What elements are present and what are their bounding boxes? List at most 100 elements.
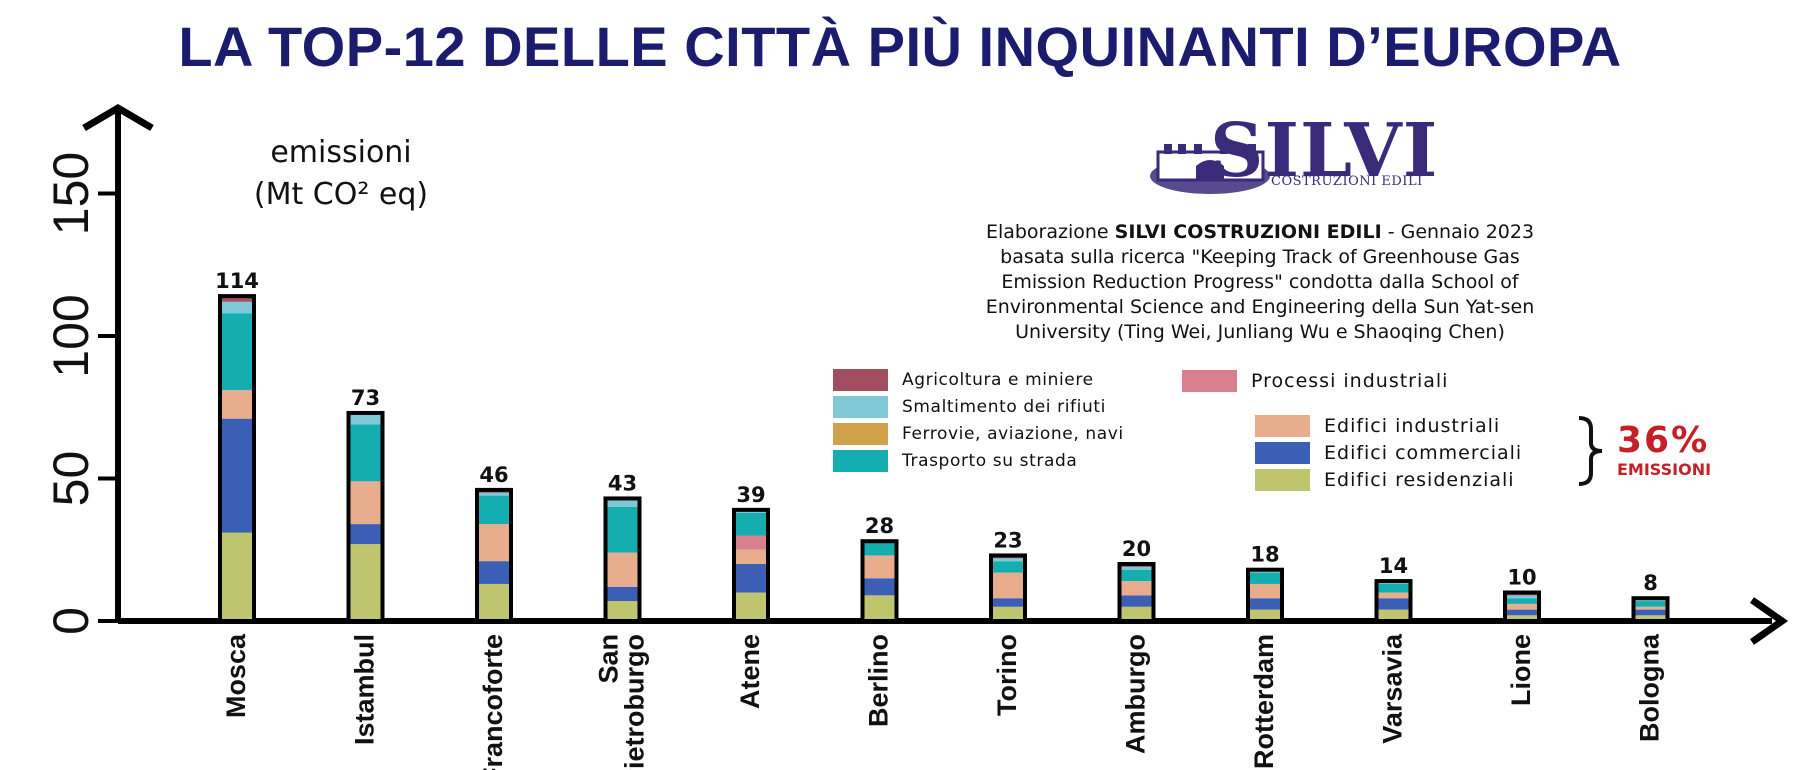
bar-total-label: 8 (1643, 571, 1658, 595)
bar-total-label: 43 (608, 471, 637, 495)
bar-bologna (1631, 596, 1670, 624)
bar-torino (989, 553, 1027, 624)
bar-segment (1376, 609, 1411, 621)
bar-segment (348, 544, 383, 621)
y-axis-label-line-1: emissioni (270, 135, 411, 170)
bar-segment (862, 595, 897, 621)
legend-swatch (1255, 415, 1310, 437)
legend-item: Agricoltura e miniere (833, 368, 1094, 392)
bar-segment (1248, 609, 1282, 621)
bar-lione (1503, 590, 1541, 623)
bar-segment (348, 481, 383, 525)
bar-segment (605, 498, 640, 507)
bar-total-label: 46 (479, 463, 508, 487)
category-label: Berlino (864, 634, 894, 727)
legend-item: Edifici residenziali (1255, 468, 1515, 492)
bar-segment (220, 296, 254, 302)
bar-segment (220, 418, 254, 533)
legend-label: Processi industriali (1251, 370, 1449, 392)
bar-outline (346, 410, 385, 624)
legend-item: Edifici commerciali (1255, 441, 1522, 465)
bar-segment (220, 390, 254, 419)
bar-segment (1119, 569, 1154, 582)
bar-varsavia (1374, 579, 1413, 623)
bar-segment (1248, 583, 1282, 599)
credit-line2: basata sulla ricerca "Keeping Track of G… (1000, 246, 1520, 268)
bar-outline (1631, 596, 1670, 624)
bar-segment (991, 606, 1025, 621)
bar-segment (348, 412, 383, 425)
legend-item: Ferrovie, aviazione, navi (833, 422, 1124, 446)
legend-swatch (833, 396, 888, 418)
castle-logo-icon (1150, 144, 1270, 194)
bar-segment (1505, 598, 1539, 604)
legend-label: Edifici commerciali (1324, 442, 1523, 464)
bar-segment (477, 583, 511, 621)
bar-total-label: 23 (993, 528, 1022, 552)
category-label: Amburgo (1121, 634, 1151, 754)
legend-item: Smaltimento dei rifiuti (833, 395, 1106, 419)
bar-segment (220, 301, 254, 314)
legend-label: Ferrovie, aviazione, navi (902, 424, 1124, 444)
bar-segment (348, 424, 383, 482)
bar-segment (1633, 606, 1668, 610)
bar-outline (1503, 590, 1541, 623)
bar-segment (1633, 609, 1668, 616)
credit-line5: University (Ting Wei, Junliang Wu e Shao… (1015, 321, 1505, 343)
category-label: Rotterdam (1249, 634, 1279, 769)
bar-segment (1505, 595, 1539, 599)
y-tick-label: 150 (43, 152, 99, 235)
bar-segment (1248, 598, 1282, 610)
bar-segment (1376, 592, 1411, 599)
credit-line3: Emission Reduction Progress" condotta da… (1001, 271, 1519, 293)
legend-label: Trasporto su strada (902, 451, 1078, 471)
bar-segment (605, 552, 640, 587)
legend-swatch (1182, 370, 1237, 392)
bar-amburgo (1117, 562, 1156, 623)
bar-segment (862, 578, 897, 596)
legend-swatch (1255, 469, 1310, 491)
bar-segment (1119, 595, 1154, 607)
bar-outline (1374, 579, 1413, 623)
legend-item: Edifici industriali (1255, 414, 1500, 438)
bar-segment (991, 558, 1025, 562)
bar-segment (1505, 615, 1539, 621)
bars (218, 294, 1670, 624)
bar-segment (991, 598, 1025, 607)
bar-total-label: 114 (215, 269, 259, 293)
bar-segment (477, 495, 511, 525)
bar-segment (1633, 601, 1668, 607)
bar-outline (218, 294, 256, 623)
bar-total-label: 18 (1250, 543, 1279, 567)
labels: 114 Mosca 73 Istambul 46 Francoforte 43 SanPiet… (215, 269, 1664, 770)
page-title: LA TOP-12 DELLE CITTÀ PIÙ INQUINANTI D’E… (178, 15, 1622, 78)
logo-subtitle: COSTRUZIONI EDILI (1271, 174, 1423, 189)
bar-segment (862, 541, 897, 556)
category-label: Torino (992, 634, 1022, 716)
bar-outline (475, 487, 513, 623)
x-axis-arrow-icon (1749, 597, 1789, 645)
legend-label: Edifici industriali (1324, 415, 1501, 437)
bar-outline (603, 496, 642, 624)
bar-segment (734, 512, 768, 536)
bar-total-label: 73 (351, 386, 380, 410)
category-label: Francoforte (478, 634, 508, 770)
bar-segment (477, 561, 511, 584)
axes: 0 50 100 150 (43, 103, 1789, 645)
bar-rotterdam (1246, 567, 1284, 624)
y-tick-label: 0 (43, 607, 99, 635)
bar-segment (734, 549, 768, 564)
bar-total-label: 28 (865, 514, 894, 538)
bar-atene (732, 507, 770, 624)
legend-item: Processi industriali (1182, 369, 1448, 393)
logo-word: SILVI (1210, 108, 1439, 194)
legend-item: Trasporto su strada (833, 449, 1077, 473)
legend-swatch (1255, 442, 1310, 464)
bar-outline (1117, 562, 1156, 623)
y-tick-label: 100 (43, 294, 99, 377)
bar-total-label: 14 (1379, 554, 1408, 578)
highlight-label: EMISSIONI (1617, 460, 1712, 479)
bar-segment (605, 586, 640, 602)
legend-swatch (833, 369, 888, 391)
